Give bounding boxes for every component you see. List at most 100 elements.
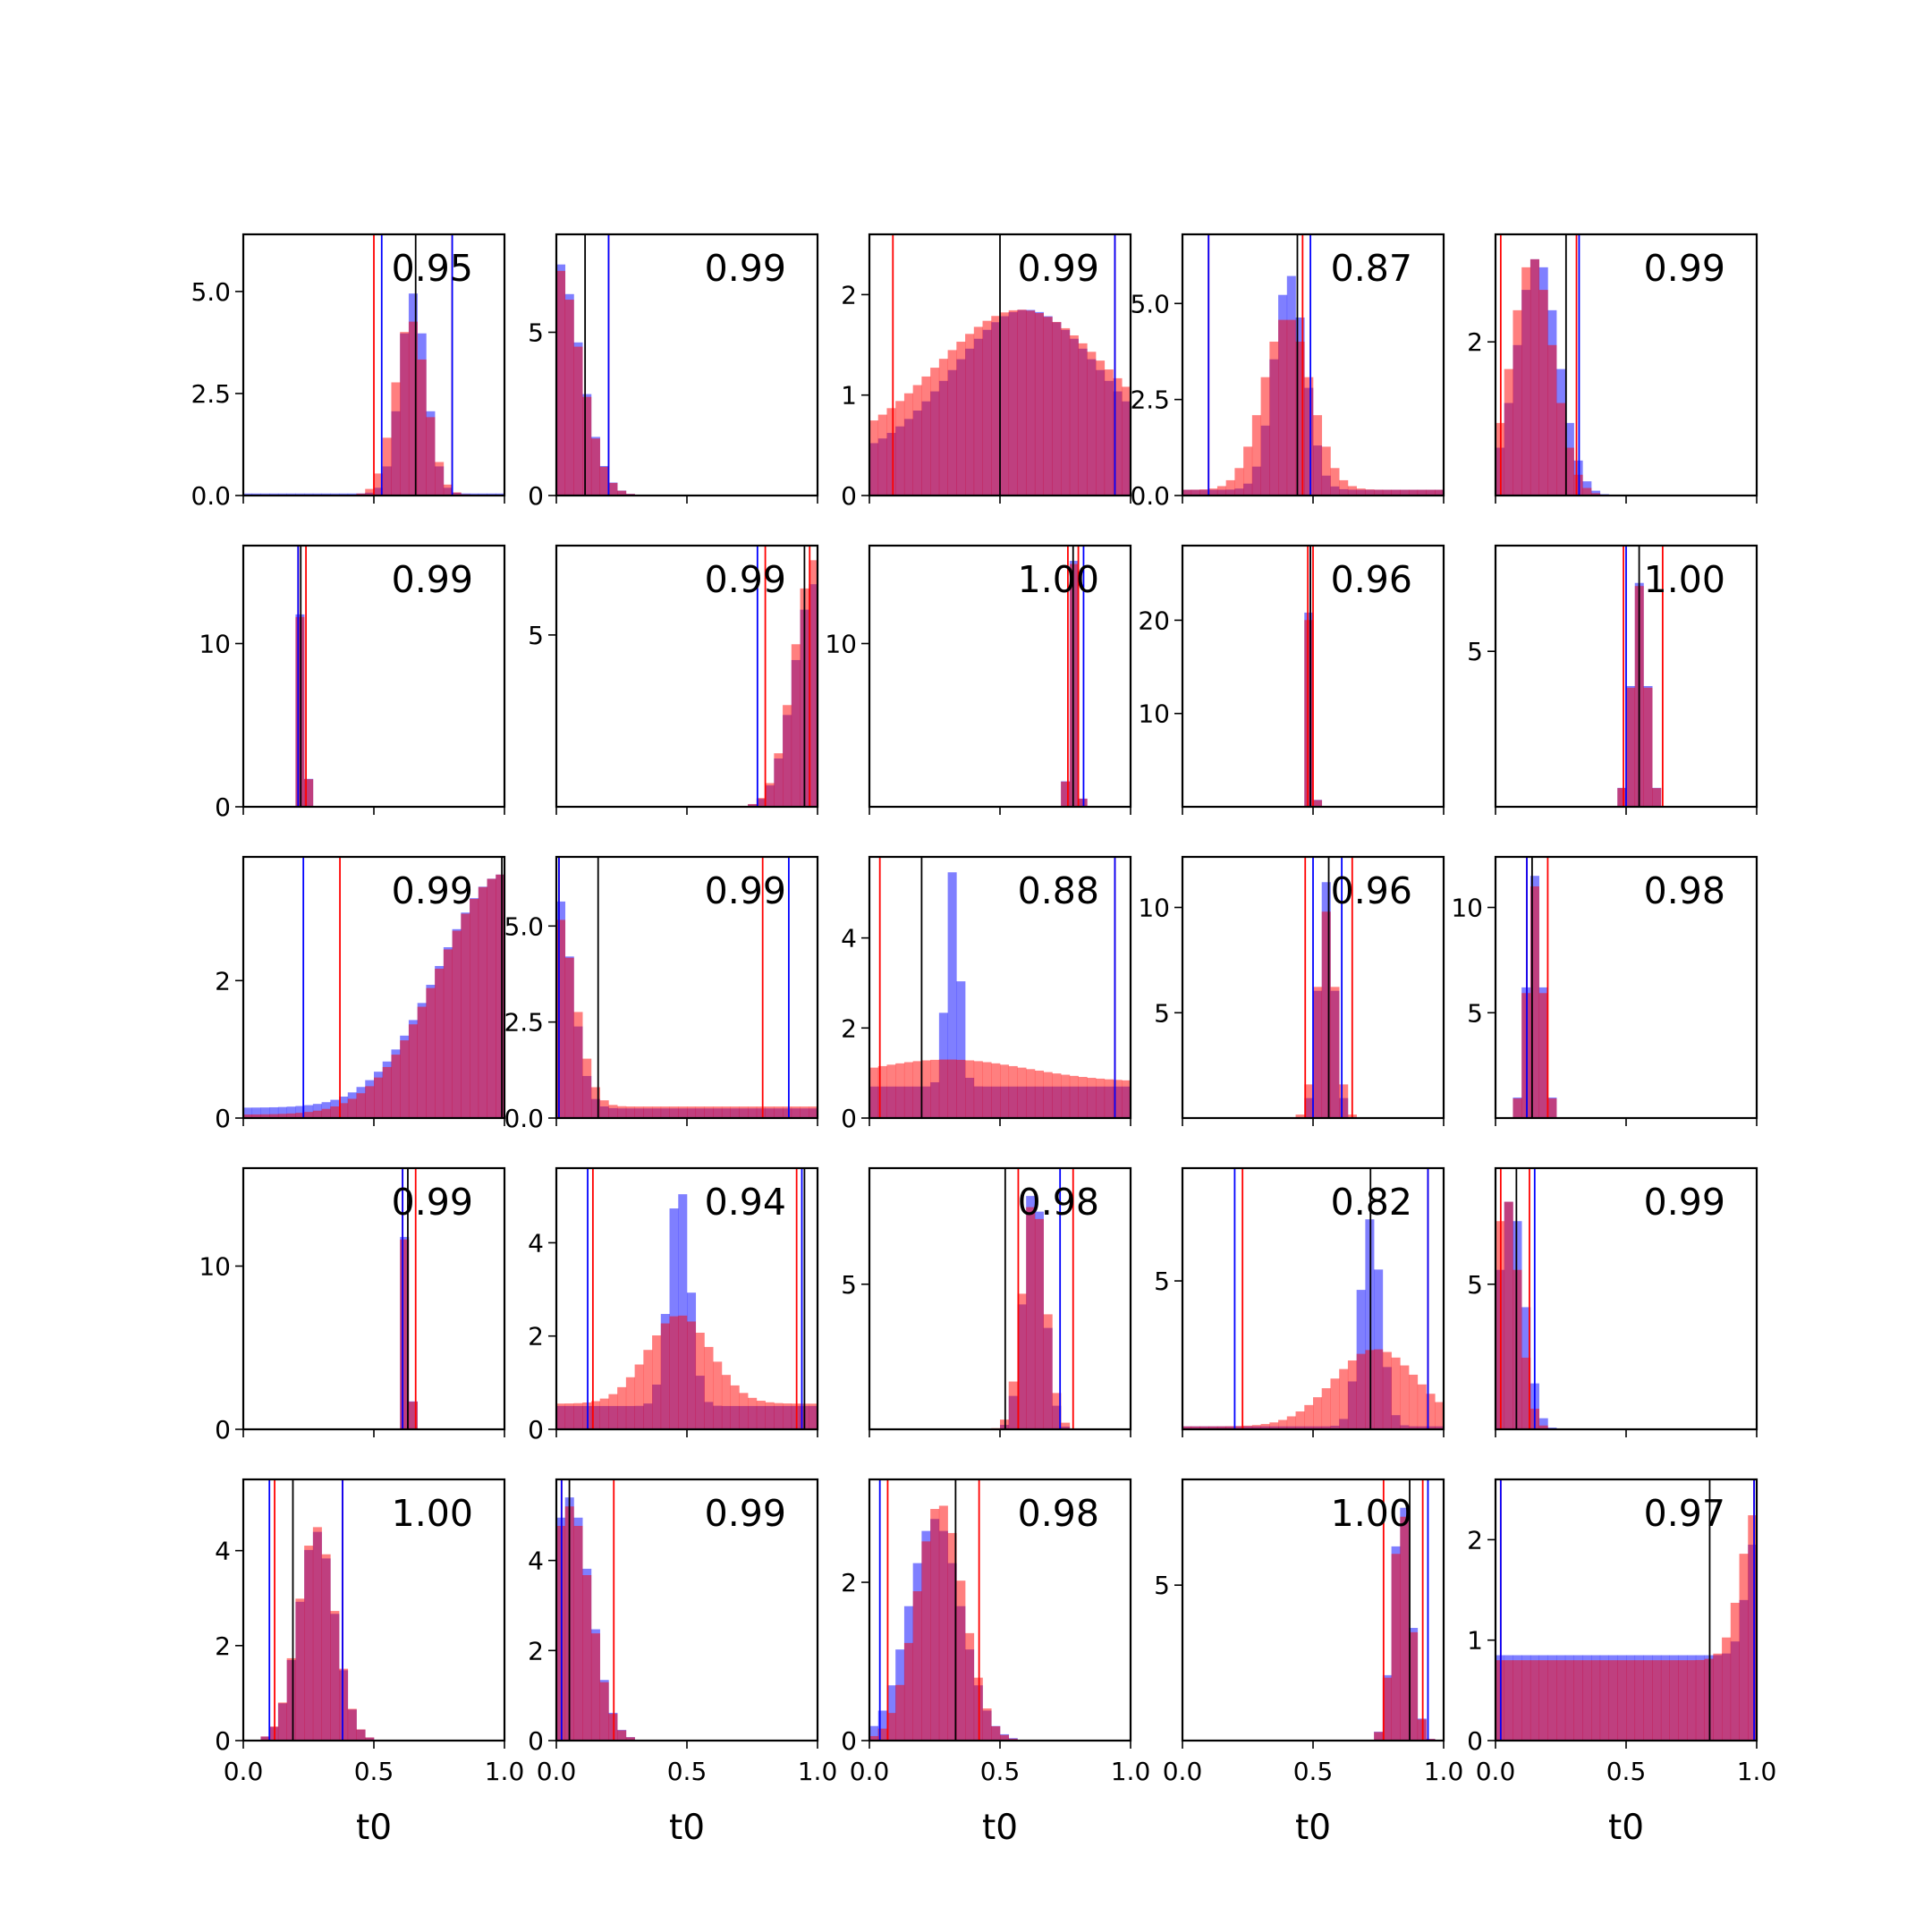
histogram-panel-1-5: 20.99 xyxy=(1467,233,1758,504)
red-hist-bar xyxy=(435,969,445,1118)
red-hist-bar xyxy=(339,1668,349,1741)
x-tick-label: 0.0 xyxy=(537,1757,577,1786)
red-hist-bar xyxy=(1087,352,1097,496)
red-hist-bar xyxy=(408,1402,418,1429)
x-tick-label: 1.0 xyxy=(798,1757,838,1786)
red-hist-bar xyxy=(417,1006,427,1118)
blue-hist-bar xyxy=(260,493,270,496)
plot-area xyxy=(991,1168,1074,1429)
red-hist-bar xyxy=(809,1403,818,1429)
red-hist-bar xyxy=(573,1402,583,1429)
red-hist-bar xyxy=(1739,1554,1749,1741)
histogram-panel-3-3: 0 2 4 0.88 xyxy=(841,855,1132,1133)
red-hist-bar xyxy=(1504,1201,1513,1429)
red-hist-bar xyxy=(1382,1352,1392,1429)
blue-hist-bar xyxy=(286,493,296,496)
x-tick-label: 1.0 xyxy=(1424,1757,1464,1786)
red-hist-bar xyxy=(1295,1411,1305,1429)
y-tick-label: 0 xyxy=(528,1415,544,1445)
red-hist-bar xyxy=(599,466,609,496)
red-hist-bar xyxy=(687,1106,697,1118)
red-hist-bar xyxy=(590,1087,600,1118)
blue-hist-bar xyxy=(251,493,261,496)
red-hist-bar xyxy=(756,798,766,807)
red-hist-bar xyxy=(408,321,418,496)
y-tick-label: 5 xyxy=(1154,1267,1170,1296)
blue-hist-bar xyxy=(251,1107,261,1118)
x-axis-label: t0 xyxy=(1608,1808,1644,1848)
x-tick-label: 0.5 xyxy=(1293,1757,1334,1786)
blue-hist-bar xyxy=(330,493,340,496)
plot-area xyxy=(869,234,1131,496)
red-hist-bar xyxy=(1304,1084,1314,1118)
red-hist-bar xyxy=(564,957,574,1118)
red-hist-bar xyxy=(774,753,784,807)
red-hist-bar xyxy=(582,1575,592,1741)
red-hist-bar xyxy=(1391,489,1401,496)
red-hist-bar xyxy=(956,1059,966,1118)
red-hist-bar xyxy=(634,1364,644,1429)
red-hist-bar xyxy=(312,1527,322,1741)
red-hist-bar xyxy=(1321,1388,1331,1429)
red-hist-bar xyxy=(435,462,445,496)
red-hist-bar xyxy=(1504,1660,1513,1741)
score-label: 0.99 xyxy=(392,558,473,601)
red-hist-bar xyxy=(739,1393,749,1429)
red-hist-bar xyxy=(765,1402,775,1429)
histogram-panel-1-2: 050.99 xyxy=(528,233,819,511)
red-hist-bar xyxy=(1278,1419,1288,1429)
red-hist-bar xyxy=(496,874,504,1118)
y-tick-label: 5 xyxy=(841,1270,857,1300)
y-tick-label: 5 xyxy=(1154,1571,1170,1600)
red-hist-bar xyxy=(903,1062,913,1118)
red-hist-bar xyxy=(721,1106,731,1118)
red-hist-bar xyxy=(1330,1378,1340,1429)
red-hist-bar xyxy=(1687,1660,1697,1741)
red-hist-bar xyxy=(321,1108,331,1118)
blue-hist-bar xyxy=(496,493,504,496)
red-hist-bar xyxy=(599,1100,609,1118)
red-hist-bar xyxy=(643,1350,653,1429)
red-hist-bar xyxy=(1286,1416,1296,1429)
plot-area xyxy=(260,1479,375,1741)
blue-hist-bar xyxy=(295,1106,305,1118)
score-label: 0.99 xyxy=(705,1492,786,1535)
red-hist-bar xyxy=(991,1063,1001,1118)
score-label: 0.98 xyxy=(1644,869,1725,912)
plot-area xyxy=(243,234,504,496)
red-hist-bar xyxy=(1304,620,1314,807)
red-hist-bar xyxy=(730,1106,740,1118)
red-hist-bar xyxy=(1304,1404,1314,1429)
red-hist-bar xyxy=(869,1735,879,1741)
red-hist-bar xyxy=(1347,486,1357,496)
y-tick-label: 0 xyxy=(841,1726,857,1756)
y-tick-label: 2 xyxy=(528,1322,544,1352)
red-hist-bar xyxy=(1417,489,1427,496)
red-hist-bar xyxy=(783,705,792,807)
red-hist-bar xyxy=(903,1642,913,1741)
blue-hist-bar xyxy=(269,493,279,496)
blue-hist-bar xyxy=(347,493,357,496)
score-label: 1.00 xyxy=(1331,1492,1412,1535)
red-hist-bar xyxy=(1313,415,1323,496)
red-hist-bar xyxy=(1730,1602,1740,1741)
red-hist-bar xyxy=(1017,309,1027,496)
red-hist-bar xyxy=(660,1106,670,1118)
plot-area xyxy=(556,234,635,496)
histogram-panel-1-3: 0 1 2 0.99 xyxy=(841,233,1132,511)
red-hist-bar xyxy=(599,1682,609,1741)
blue-hist-bar xyxy=(470,493,479,496)
red-hist-bar xyxy=(1313,1397,1323,1429)
y-tick-label: 1 xyxy=(1467,1626,1483,1656)
y-tick-label: 10 xyxy=(199,630,231,659)
score-label: 0.97 xyxy=(1644,1492,1725,1535)
panels: 0.02.55.00.95050.990120.990.02.55.00.872… xyxy=(191,233,1776,1848)
red-hist-bar xyxy=(1251,415,1261,496)
blue-hist-bar xyxy=(277,1106,287,1118)
blue-hist-bar xyxy=(304,493,314,496)
red-hist-bar xyxy=(365,1737,375,1741)
red-hist-bar xyxy=(426,987,436,1118)
x-axis-label: t0 xyxy=(669,1808,705,1848)
red-hist-bar xyxy=(713,1361,723,1429)
red-hist-bar xyxy=(443,484,453,496)
